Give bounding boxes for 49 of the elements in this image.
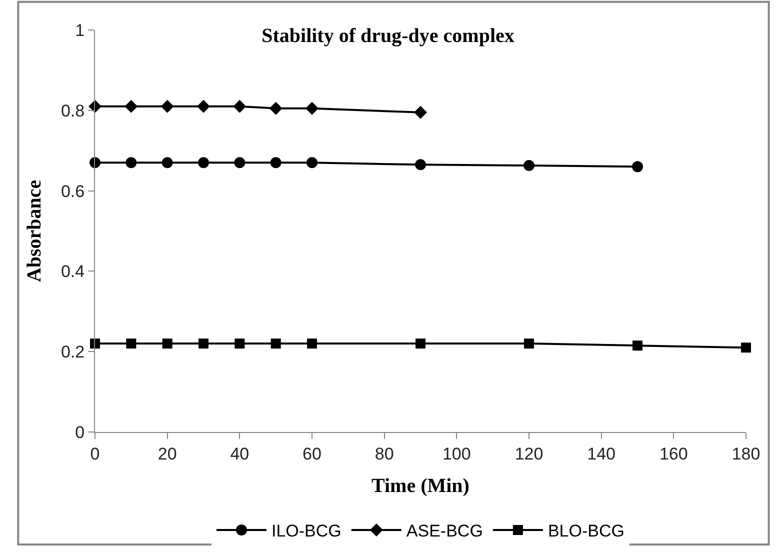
- x-axis-title: Time (Min): [372, 474, 470, 497]
- x-tick-label: 180: [732, 444, 760, 464]
- x-tick-label: 120: [514, 444, 544, 464]
- point: [162, 338, 172, 349]
- point: [524, 338, 534, 349]
- chart-title: Stability of drug-dye complex: [262, 25, 514, 47]
- point: [632, 161, 643, 172]
- point: [307, 338, 317, 349]
- point: [162, 157, 173, 168]
- point: [198, 157, 209, 168]
- x-tick-label: 0: [90, 444, 100, 464]
- y-tick-label: 0: [75, 422, 85, 442]
- point: [415, 159, 426, 170]
- point: [414, 106, 427, 119]
- y-tick-label: 0.6: [60, 182, 85, 201]
- point: [126, 157, 137, 168]
- point: [234, 338, 245, 349]
- y-tick-label: 0.8: [60, 101, 85, 120]
- legend-label: BLO-BCG: [548, 522, 624, 541]
- point: [90, 338, 100, 349]
- point: [198, 338, 208, 349]
- legend-label: ILO-BCG: [272, 522, 342, 541]
- point: [269, 102, 282, 115]
- x-tick-label: 140: [587, 444, 616, 464]
- legend-label: ASE-BCG: [406, 522, 483, 541]
- point: [270, 338, 281, 349]
- point: [233, 100, 246, 113]
- x-tick-label: 80: [374, 444, 394, 464]
- point: [126, 338, 136, 349]
- point: [270, 157, 282, 168]
- point: [741, 342, 751, 353]
- point: [160, 100, 174, 113]
- point: [234, 157, 246, 168]
- y-axis-title: Absorbance: [23, 180, 46, 282]
- y-tick-label: 1: [75, 20, 85, 40]
- x-tick-label: 100: [442, 444, 471, 464]
- x-tick-label: 160: [659, 444, 688, 464]
- point: [124, 100, 138, 113]
- point: [524, 160, 534, 171]
- y-tick-label: 0.2: [60, 342, 85, 362]
- x-tick-label: 20: [158, 444, 177, 464]
- point: [416, 338, 426, 349]
- x-tick-label: 60: [302, 444, 322, 464]
- x-tick-label: 40: [230, 444, 250, 464]
- point: [197, 100, 210, 113]
- point: [632, 340, 642, 351]
- y-tick-label: 0.4: [60, 262, 85, 282]
- point: [306, 102, 318, 115]
- point: [306, 157, 318, 168]
